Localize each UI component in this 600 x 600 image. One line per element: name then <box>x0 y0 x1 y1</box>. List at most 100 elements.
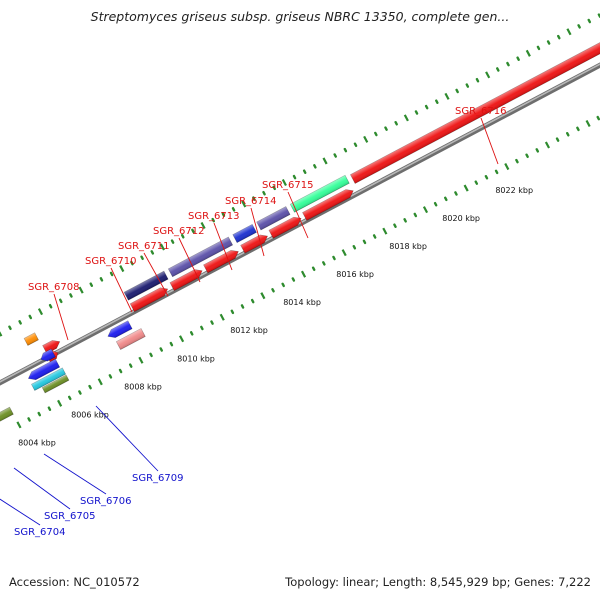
major-tick-mark <box>0 331 3 337</box>
minor-tick-dot <box>68 395 72 401</box>
gene-6714-arrow[interactable] <box>256 206 291 231</box>
major-tick-mark <box>382 227 388 235</box>
gene-6708-arrow-shine <box>42 340 60 354</box>
tick-label: 8008 kbp <box>124 382 162 391</box>
minor-tick-dot <box>181 234 185 239</box>
gene-6713-arrow[interactable] <box>232 223 257 244</box>
major-tick-mark <box>444 92 450 100</box>
minor-tick-dot <box>140 255 144 261</box>
minor-tick-dot <box>515 158 519 164</box>
minor-tick-dot <box>149 352 153 358</box>
minor-tick-dot <box>262 190 266 196</box>
gene-f4-arrow[interactable] <box>240 232 270 254</box>
leader-line <box>250 207 265 257</box>
gene-f2-arrow[interactable] <box>169 267 204 292</box>
major-tick-mark <box>200 221 206 230</box>
gene-6706-arrow[interactable] <box>26 358 61 382</box>
gene-6704-arrow[interactable] <box>0 406 14 427</box>
minor-tick-dot <box>37 411 42 417</box>
gene-label[interactable]: SGR_6709 <box>132 473 184 484</box>
gene-label[interactable]: SGR_6713 <box>188 211 240 222</box>
leader-line <box>0 498 41 526</box>
gene-f3-arrow[interactable] <box>203 248 241 274</box>
gene-label[interactable]: SGR_6716 <box>455 106 507 117</box>
major-tick-mark <box>504 163 510 171</box>
gene-label[interactable]: SGR_6704 <box>14 527 66 538</box>
minor-tick-dot <box>555 137 560 142</box>
minor-tick-dot <box>240 304 245 309</box>
minor-tick-dot <box>159 347 164 352</box>
major-tick-mark <box>566 28 572 36</box>
gene-6705c-arrow-shine <box>42 374 69 393</box>
backbone-highlight <box>0 63 600 383</box>
leader-line <box>43 453 107 495</box>
minor-tick-dot <box>596 115 600 121</box>
minor-tick-dot <box>221 212 226 218</box>
minor-tick-dot <box>454 191 458 196</box>
tick-label: 8006 kbp <box>71 410 109 419</box>
minor-tick-dot <box>353 142 358 148</box>
gene-6705-arrow[interactable] <box>31 367 67 391</box>
tick-label: 8020 kbp <box>442 214 480 223</box>
major-tick-mark <box>525 49 531 57</box>
leader-line <box>213 222 233 271</box>
major-tick-mark <box>322 157 328 165</box>
minor-tick-dot <box>546 40 551 45</box>
minor-tick-dot <box>88 384 92 390</box>
minor-tick-dot <box>99 277 104 282</box>
major-tick-mark <box>403 114 409 122</box>
minor-tick-dot <box>313 164 317 169</box>
gene-label[interactable]: SGR_6714 <box>225 196 277 207</box>
major-tick-mark <box>37 308 44 316</box>
minor-tick-dot <box>352 245 357 250</box>
backbone <box>0 62 600 386</box>
gene-6710-arrow[interactable] <box>123 270 169 301</box>
minor-tick-dot <box>250 298 255 304</box>
gene-labels: SGR_6716 SGR_6715 SGR_6714 SGR_6713 SGR_6712… <box>0 106 507 538</box>
minor-tick-dot <box>435 99 439 105</box>
leader-line <box>287 191 309 239</box>
minor-tick-dot <box>78 390 82 395</box>
gene-label[interactable]: SGR_6706 <box>80 496 132 507</box>
minor-tick-dot <box>333 153 337 158</box>
major-tick-mark <box>97 378 103 386</box>
gene-label[interactable]: SGR_6708 <box>28 282 80 293</box>
minor-tick-dot <box>128 363 133 368</box>
gene-6707-arrow[interactable] <box>23 332 39 346</box>
major-tick-mark <box>363 135 369 143</box>
major-tick-mark <box>300 270 307 278</box>
minor-tick-dot <box>108 374 113 379</box>
gene-6709b-arrow[interactable] <box>115 328 146 350</box>
major-tick-mark <box>463 184 469 192</box>
gene-f6-arrow[interactable] <box>302 187 356 221</box>
gene-f6-arrow-shine <box>302 189 354 221</box>
gene-6715-arrow[interactable] <box>289 174 350 213</box>
leader-line <box>143 252 169 297</box>
gene-6716-arrow[interactable] <box>350 34 600 184</box>
minor-tick-dot <box>394 121 398 126</box>
gene-6705b-arrow[interactable] <box>39 348 56 364</box>
gene-label[interactable]: SGR_6715 <box>262 180 314 191</box>
top-dot-row <box>0 13 600 337</box>
minor-tick-dot <box>506 61 510 67</box>
minor-tick-dot <box>484 175 489 180</box>
minor-tick-dot <box>200 325 204 331</box>
backbone-line <box>0 62 600 386</box>
major-tick-mark <box>260 292 266 300</box>
gene-6705c-arrow[interactable] <box>41 374 70 394</box>
minor-tick-dot <box>536 45 541 51</box>
gene-6709-arrow[interactable] <box>106 320 133 341</box>
gene-label[interactable]: SGR_6705 <box>44 511 96 522</box>
minor-tick-dot <box>27 417 31 422</box>
gene-6711-arrow[interactable] <box>167 236 234 278</box>
topology-text: Topology: linear; Length: 8,545,929 bp; … <box>285 575 591 589</box>
minor-tick-dot <box>109 271 114 277</box>
gene-label[interactable]: SGR_6710 <box>85 256 137 267</box>
minor-tick-dot <box>47 406 52 411</box>
gene-label[interactable]: SGR_6712 <box>153 226 205 237</box>
gene-label[interactable]: SGR_6711 <box>118 241 170 252</box>
bottom-dot-row <box>16 115 600 429</box>
minor-tick-dot <box>150 250 155 255</box>
gene-f5-arrow[interactable] <box>268 214 303 239</box>
gene-6709-arrow-shine <box>107 320 133 338</box>
